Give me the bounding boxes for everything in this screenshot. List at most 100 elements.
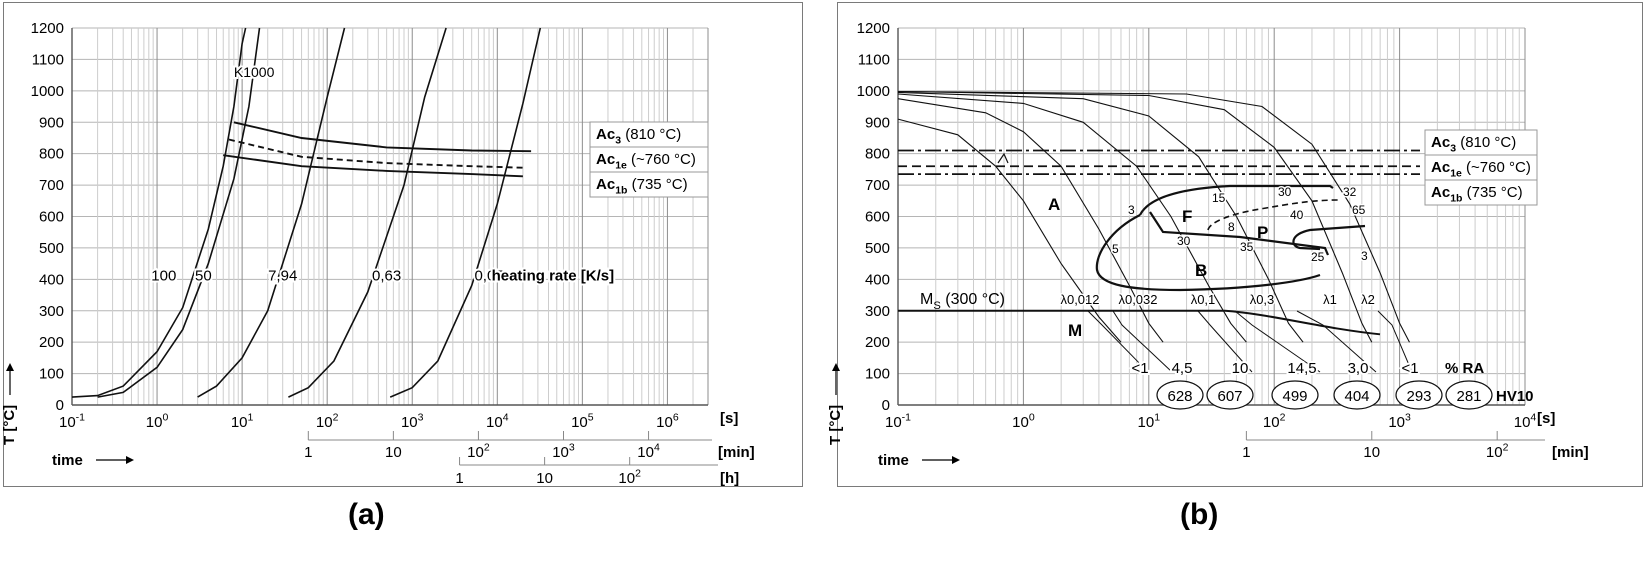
heating-rate-label: heating rate [K/s]	[492, 268, 615, 285]
x-tick-label: 102	[316, 411, 339, 431]
hv-value: 499	[1282, 388, 1307, 405]
x-tick-label: 106	[656, 411, 679, 431]
lambda-label: λ0,1	[1191, 292, 1216, 307]
hv-value: 293	[1406, 388, 1431, 405]
y-tick-label: 500	[865, 240, 890, 257]
legend-box	[1424, 154, 1538, 181]
hv-value: 607	[1217, 388, 1242, 405]
hv-ellipse	[1156, 380, 1204, 410]
y-tick-label: 1100	[32, 51, 64, 68]
ra-value: 4,5	[1172, 360, 1193, 377]
min-tick-label: 102	[1486, 441, 1509, 461]
region-F: F	[1182, 207, 1192, 226]
legend-box	[589, 146, 709, 173]
heating-curve-0,63	[288, 27, 447, 398]
y-tick-label: 1200	[857, 20, 890, 37]
heating-curve-0,05	[389, 27, 542, 398]
y-tick-label: 700	[39, 177, 64, 194]
x-tick-label: 101	[1138, 411, 1161, 431]
phase-number: 30	[1278, 185, 1292, 199]
lambda-label: λ0,012	[1060, 292, 1099, 307]
y-axis-label: T [°C]	[1, 405, 18, 445]
y-tick-label: 400	[865, 271, 890, 288]
legend-box	[1424, 179, 1538, 206]
ferrite-start-line	[1139, 184, 1334, 216]
y-tick-label: 800	[39, 146, 64, 163]
phase-number: 8	[1228, 220, 1235, 234]
y-arrow-head	[832, 363, 840, 371]
time-arrow-head	[126, 456, 134, 464]
y-tick-label: 700	[865, 177, 890, 194]
heating-curve-100	[71, 27, 247, 398]
phase-number: 40	[1290, 208, 1304, 222]
x-axis-label: time	[52, 452, 83, 469]
x-axis-label: time	[878, 452, 909, 469]
hv-value: 281	[1456, 388, 1481, 405]
phase-number: 30	[1177, 234, 1191, 248]
region-A: A	[1048, 195, 1060, 214]
cooling-curve-λ1	[897, 90, 1373, 343]
phase-number: 3	[1128, 203, 1135, 217]
rate-label: 100	[151, 268, 176, 285]
y-tick-label: 900	[39, 114, 64, 131]
cooling-curve-λ0,032	[897, 98, 1164, 343]
y-axis-label: T [°C]	[827, 405, 844, 445]
panel-a-frame	[3, 2, 803, 487]
region-B: B	[1195, 261, 1207, 280]
ra-value: <1	[1131, 360, 1148, 377]
lambda-label: λ2	[1361, 292, 1375, 307]
x-tick-label: 10-1	[885, 411, 911, 431]
leader-line	[1296, 310, 1377, 373]
x-tick-label: 10-1	[59, 411, 85, 431]
legend-box	[1424, 129, 1538, 156]
legend-box	[589, 171, 709, 198]
ms-line	[898, 309, 1381, 336]
y-tick-label: 100	[865, 366, 890, 383]
min-tick-label: 10	[1363, 444, 1380, 461]
y-arrow-head	[6, 363, 14, 371]
rate-label: 0,63	[372, 268, 401, 285]
y-tick-label: 0	[882, 397, 890, 414]
min-unit: [min]	[718, 444, 755, 461]
cooling-curve-λ0,1	[897, 93, 1247, 343]
legend-box	[589, 121, 709, 148]
ra-value: 3,0	[1348, 360, 1369, 377]
min-tick-label: 102	[467, 441, 490, 461]
x-tick-label: 104	[1514, 411, 1537, 431]
hv-value: 628	[1167, 388, 1192, 405]
rate-label: 0,05	[474, 268, 503, 285]
x-tick-label: 100	[1012, 411, 1035, 431]
legend-Ac1b: Ac1b (735 °C)	[596, 176, 688, 197]
region-P: P	[1257, 223, 1268, 242]
hv-ellipse	[1395, 380, 1443, 410]
hv-ellipse	[1271, 380, 1319, 410]
min-unit: [min]	[1552, 444, 1589, 461]
legend-Ac3: Ac3 (810 °C)	[596, 126, 681, 147]
heating-curve-7,94	[197, 27, 346, 398]
y-tick-label: 1000	[857, 83, 890, 100]
x-tick-label: 104	[486, 411, 509, 431]
x-tick-label: 105	[571, 411, 594, 431]
x-unit-s: [s]	[1537, 410, 1555, 427]
line-Ac1b	[223, 154, 523, 178]
pearlite-finish-line	[1292, 224, 1366, 251]
phase-number: 32	[1343, 185, 1357, 199]
x-tick-label: 103	[1388, 411, 1411, 431]
y-tick-label: 1100	[858, 51, 890, 68]
phase-number: 35	[1240, 240, 1254, 254]
time-arrow-head	[952, 456, 960, 464]
y-tick-label: 900	[865, 114, 890, 131]
min-tick-label: 10	[385, 444, 402, 461]
phase-number: 3	[1361, 249, 1368, 263]
phase-number: 15	[1212, 191, 1226, 205]
y-tick-label: 0	[56, 397, 64, 414]
caption-a: (a)	[348, 498, 385, 531]
h-tick-label: 10	[536, 470, 553, 487]
rate-label: 50	[195, 268, 212, 285]
y-tick-label: 100	[39, 366, 64, 383]
hv-unit: HV10	[1496, 388, 1534, 405]
lambda-label: λ0,3	[1250, 292, 1275, 307]
lambda-label: λ1	[1323, 292, 1337, 307]
ms-label: MS (300 °C)	[920, 291, 1005, 312]
